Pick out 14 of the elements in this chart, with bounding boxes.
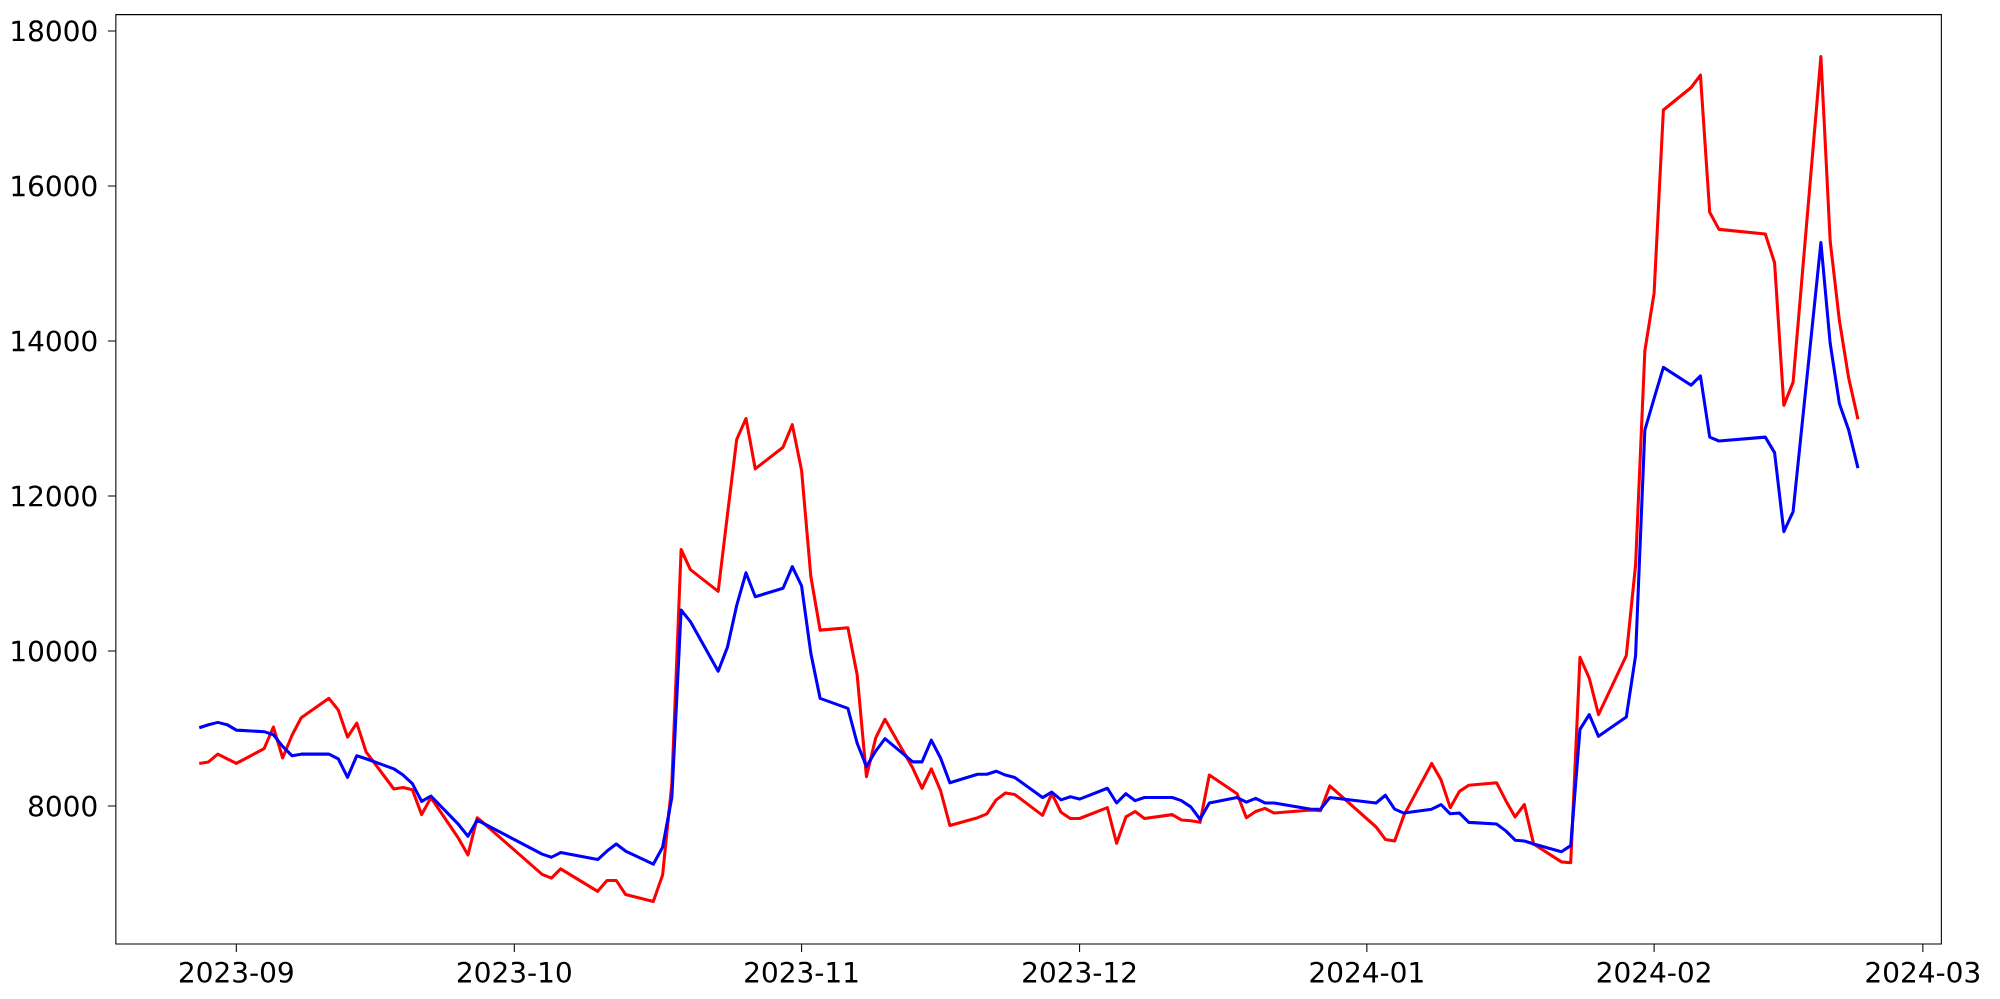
y-tick-label: 16000 xyxy=(12,175,97,197)
y-tick-label: 18000 xyxy=(12,20,97,42)
x-tick-label: 2024-02 xyxy=(1597,961,1710,983)
x-tick-label: 2023-12 xyxy=(1023,961,1136,983)
x-tick-label: 2023-09 xyxy=(179,961,293,983)
line-series xyxy=(197,241,1860,866)
y-tick-label: 8000 xyxy=(29,795,97,817)
y-tick-label: 14000 xyxy=(12,330,97,352)
y-tick-label: 12000 xyxy=(12,485,97,507)
x-tick-label: 2023-10 xyxy=(457,961,571,983)
x-tick-label: 2023-11 xyxy=(745,961,858,983)
x-tick-label: 2024-03 xyxy=(1866,961,1979,983)
y-tick-label: 10000 xyxy=(12,640,97,662)
x-tick-label: 2024-01 xyxy=(1310,961,1423,983)
